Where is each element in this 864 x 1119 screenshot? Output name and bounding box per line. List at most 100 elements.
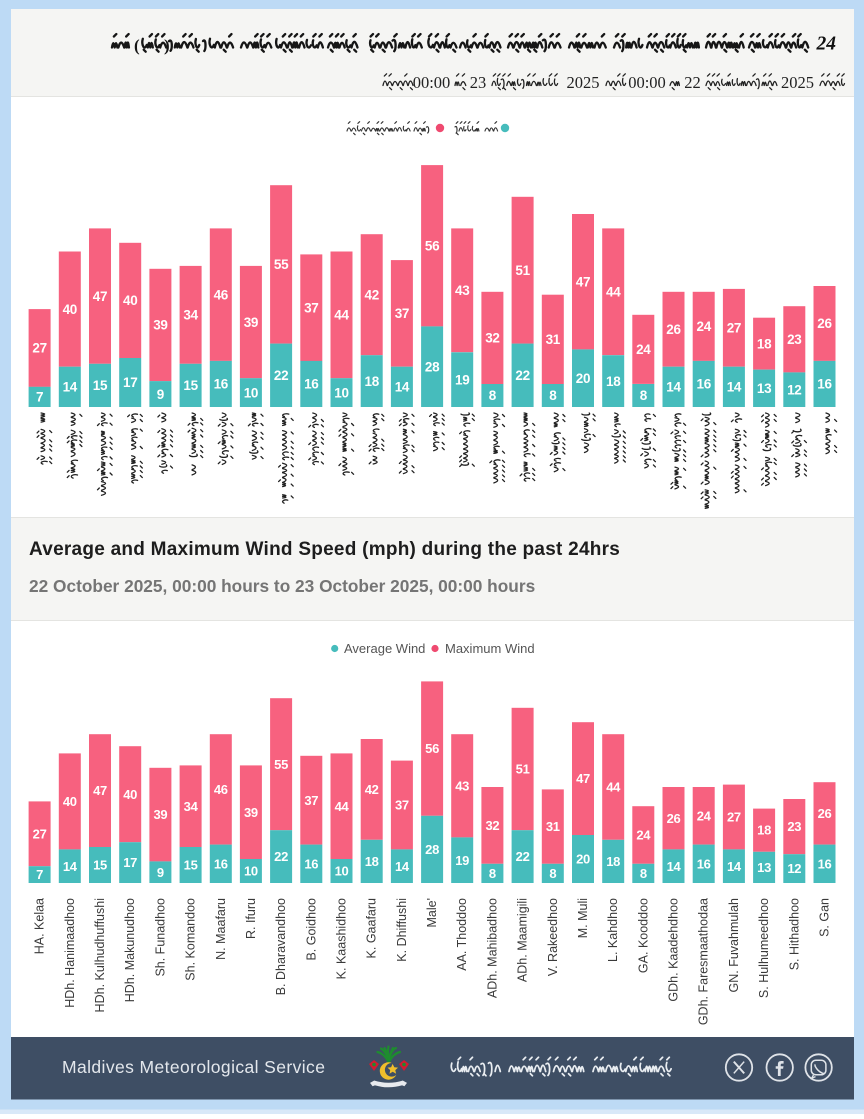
svg-text:L. Kahdhoo: L. Kahdhoo xyxy=(606,898,620,962)
svg-text:19: 19 xyxy=(455,853,469,868)
svg-text:10: 10 xyxy=(244,385,258,400)
svg-text:39: 39 xyxy=(244,805,258,820)
svg-text:14: 14 xyxy=(395,859,410,874)
svg-text:ADh. Mahibadhoo: ADh. Mahibadhoo xyxy=(485,898,499,998)
svg-text:14: 14 xyxy=(63,380,78,395)
svg-text:18: 18 xyxy=(364,374,379,389)
svg-text:R. Ifuru: R. Ifuru xyxy=(244,898,258,939)
svg-text:27: 27 xyxy=(727,810,741,825)
svg-text:10: 10 xyxy=(335,864,349,879)
svg-text:10: 10 xyxy=(244,864,258,879)
svg-text:16: 16 xyxy=(304,856,318,871)
svg-text:40: 40 xyxy=(63,794,77,809)
svg-text:24: 24 xyxy=(636,342,651,357)
svg-text:GDh. Faresmaathodaa: GDh. Faresmaathodaa xyxy=(697,898,711,1025)
svg-text:17: 17 xyxy=(123,855,137,870)
svg-text:18: 18 xyxy=(757,336,772,351)
svg-text:55: 55 xyxy=(274,757,288,772)
svg-text:V. Rakeedhoo: V. Rakeedhoo xyxy=(546,898,560,976)
svg-text:8: 8 xyxy=(549,388,557,403)
svg-text:37: 37 xyxy=(395,798,409,813)
svg-text:15: 15 xyxy=(93,858,107,873)
svg-text:39: 39 xyxy=(244,315,258,330)
svg-text:55: 55 xyxy=(274,257,289,272)
svg-text:Maximum Wind: Maximum Wind xyxy=(445,641,535,656)
svg-text:26: 26 xyxy=(818,806,832,821)
svg-text:M. Muli: M. Muli xyxy=(576,898,590,938)
svg-text:8: 8 xyxy=(489,866,496,881)
svg-text:18: 18 xyxy=(365,854,379,869)
svg-text:24: 24 xyxy=(697,808,712,823)
svg-text:23: 23 xyxy=(470,73,487,92)
svg-text:51: 51 xyxy=(516,762,530,777)
svg-text:40: 40 xyxy=(123,293,137,308)
svg-text:ADh. Maamigili: ADh. Maamigili xyxy=(516,898,530,982)
svg-text:18: 18 xyxy=(606,374,621,389)
svg-text:56: 56 xyxy=(425,238,440,253)
svg-text:14: 14 xyxy=(63,859,78,874)
svg-text:Maldives Meteorological Servic: Maldives Meteorological Service xyxy=(62,1057,325,1077)
svg-text:31: 31 xyxy=(546,332,561,347)
svg-text:22 October 2025, 00:00 hours t: 22 October 2025, 00:00 hours to 23 Octob… xyxy=(29,576,535,596)
svg-text:27: 27 xyxy=(32,341,46,356)
svg-text:AA. Thoddoo: AA. Thoddoo xyxy=(455,898,469,971)
svg-text:22: 22 xyxy=(516,849,530,864)
svg-text:S. Hulhumeedhoo: S. Hulhumeedhoo xyxy=(757,898,771,998)
svg-text:44: 44 xyxy=(606,780,621,795)
svg-text:B. Goidhoo: B. Goidhoo xyxy=(304,898,318,961)
svg-text:42: 42 xyxy=(364,287,378,302)
svg-text:28: 28 xyxy=(425,842,439,857)
svg-text:9: 9 xyxy=(157,387,164,402)
svg-text:44: 44 xyxy=(335,799,350,814)
svg-text:20: 20 xyxy=(576,371,590,386)
svg-text:HA. Kelaa: HA. Kelaa xyxy=(33,898,47,954)
svg-text:): ) xyxy=(164,36,170,55)
svg-text:10: 10 xyxy=(334,385,348,400)
svg-text:2025: 2025 xyxy=(567,73,600,92)
svg-text:34: 34 xyxy=(183,308,198,323)
svg-text:Average and Maximum Wind Speed: Average and Maximum Wind Speed (mph) dur… xyxy=(29,539,620,560)
svg-text:(: ( xyxy=(134,36,140,55)
svg-text:15: 15 xyxy=(183,378,198,393)
svg-text:27: 27 xyxy=(727,321,741,336)
svg-text:16: 16 xyxy=(817,377,832,392)
svg-text:24: 24 xyxy=(636,828,651,843)
svg-text:43: 43 xyxy=(455,283,470,298)
svg-text:23: 23 xyxy=(787,819,801,834)
svg-text:8: 8 xyxy=(489,388,497,403)
svg-text:37: 37 xyxy=(395,306,409,321)
svg-text:K. Dhiffushi: K. Dhiffushi xyxy=(395,898,409,962)
svg-text:24: 24 xyxy=(696,319,711,334)
svg-text:20: 20 xyxy=(576,852,590,867)
svg-text:43: 43 xyxy=(455,778,469,793)
svg-text:22: 22 xyxy=(274,368,288,383)
svg-text:HDh. Makunudhoo: HDh. Makunudhoo xyxy=(123,898,137,1002)
svg-text:47: 47 xyxy=(93,289,107,304)
svg-text:37: 37 xyxy=(304,300,318,315)
svg-text:39: 39 xyxy=(153,318,167,333)
svg-text:HDh. Kulhudhuffushi: HDh. Kulhudhuffushi xyxy=(93,898,107,1012)
svg-text:44: 44 xyxy=(334,308,349,323)
svg-text:15: 15 xyxy=(184,858,198,873)
svg-text:S. Gan: S. Gan xyxy=(818,898,832,937)
svg-text:GN. Fuvahmulah: GN. Fuvahmulah xyxy=(727,898,741,993)
svg-text:16: 16 xyxy=(818,856,832,871)
svg-text:Male': Male' xyxy=(425,898,439,927)
svg-text:K. Kaashidhoo: K. Kaashidhoo xyxy=(335,898,349,979)
svg-text:HDh. Hanimaadhoo: HDh. Hanimaadhoo xyxy=(63,898,77,1008)
svg-text:23: 23 xyxy=(787,332,802,347)
svg-text:K. Gaafaru: K. Gaafaru xyxy=(365,898,379,958)
svg-text:14: 14 xyxy=(667,859,682,874)
svg-text:Average Wind: Average Wind xyxy=(344,641,425,656)
svg-text:26: 26 xyxy=(666,322,681,337)
svg-text:12: 12 xyxy=(787,382,801,397)
svg-text:42: 42 xyxy=(365,782,379,797)
svg-text:39: 39 xyxy=(153,807,167,822)
svg-text:16: 16 xyxy=(304,377,319,392)
svg-text:18: 18 xyxy=(757,823,771,838)
svg-text:2025: 2025 xyxy=(781,73,814,92)
svg-text:S. Hithadhoo: S. Hithadhoo xyxy=(787,898,801,970)
svg-text:28: 28 xyxy=(425,359,440,374)
svg-text:32: 32 xyxy=(485,331,499,346)
svg-text:14: 14 xyxy=(727,380,742,395)
